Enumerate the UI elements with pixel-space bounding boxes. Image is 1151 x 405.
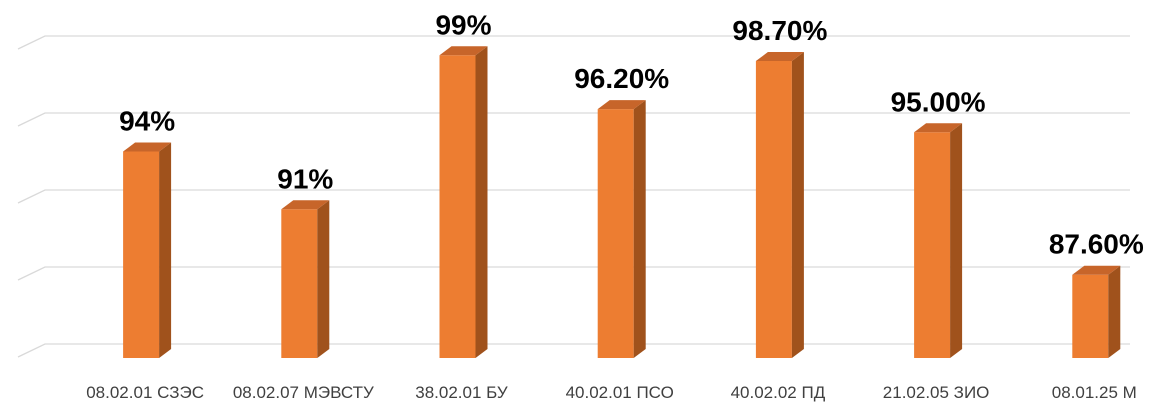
x-tick-label: 08.02.07 МЭВСТУ xyxy=(233,383,374,402)
x-tick-label: 38.02.01 БУ xyxy=(415,383,508,402)
x-axis-tick-labels: 08.02.01 СЗЭС 08.02.07 МЭВСТУ 38.02.01 БУ 4… xyxy=(86,383,1137,402)
bar-front xyxy=(597,109,634,359)
data-label: 95.00% xyxy=(891,86,986,117)
bar-top xyxy=(1072,265,1121,275)
bar-top xyxy=(439,46,488,56)
bar-top xyxy=(123,142,172,152)
x-tick-label: 40.02.02 ПД xyxy=(731,383,826,402)
gridline xyxy=(17,35,1130,50)
x-tick-label: 21.02.05 ЗИО xyxy=(883,383,990,402)
data-label: 96.20% xyxy=(574,63,669,94)
bar xyxy=(755,52,804,359)
bar-side xyxy=(950,123,963,358)
data-label: 99% xyxy=(435,9,491,40)
bar-front xyxy=(439,55,476,358)
bar-top xyxy=(755,52,804,62)
data-label: 94% xyxy=(119,106,175,137)
bar-side xyxy=(1108,265,1121,358)
gridline xyxy=(17,189,1130,204)
data-label: 98.70% xyxy=(732,15,827,46)
bar-front xyxy=(281,209,318,358)
bar-side xyxy=(633,100,646,359)
bar-front xyxy=(914,132,951,358)
bar-top xyxy=(281,200,330,210)
x-tick-label: 08.02.01 СЗЭС xyxy=(86,383,204,402)
bar-side xyxy=(159,142,172,358)
bar-side xyxy=(317,200,330,358)
bar xyxy=(597,100,646,359)
bar-side xyxy=(791,52,804,359)
bar-side xyxy=(475,46,488,358)
data-labels: 94% 91% 99% 96.20% 98.70% 95.00% 87.60% xyxy=(119,9,1144,259)
bar-front xyxy=(755,61,792,359)
bars xyxy=(123,46,1121,359)
gridline xyxy=(17,343,1130,358)
x-tick-label: 40.02.01 ПСО xyxy=(566,383,674,402)
bar xyxy=(1072,265,1121,358)
bar-front xyxy=(123,151,160,358)
data-label: 87.60% xyxy=(1049,229,1144,260)
x-tick-label: 08.01.25 М xyxy=(1052,383,1137,402)
bar xyxy=(914,123,963,358)
bar xyxy=(439,46,488,358)
bar-front xyxy=(1072,274,1109,358)
bar xyxy=(123,142,172,358)
bar-top xyxy=(597,100,646,110)
gridline xyxy=(17,266,1130,281)
data-label: 91% xyxy=(277,163,333,194)
bar-top xyxy=(914,123,963,133)
bar xyxy=(281,200,330,358)
